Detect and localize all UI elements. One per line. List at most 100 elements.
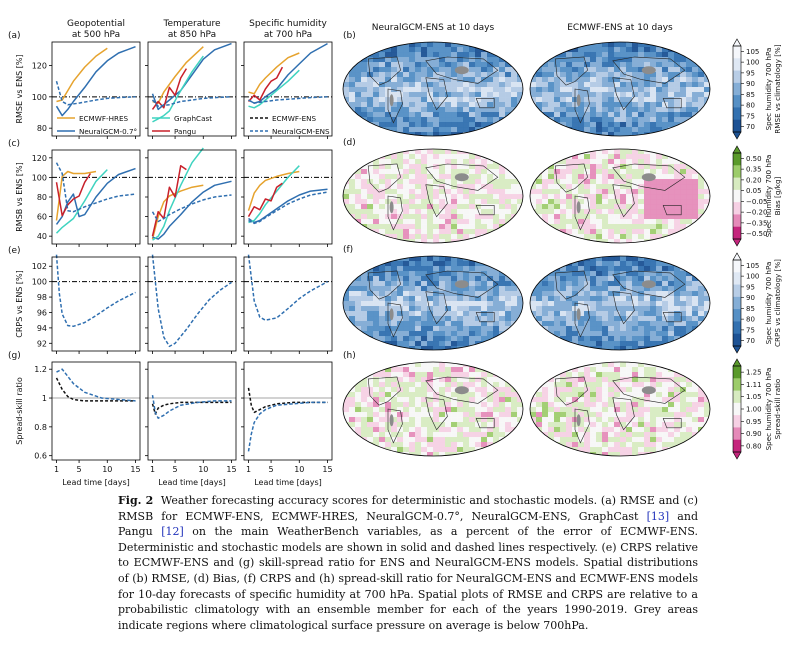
map-cell <box>566 72 573 78</box>
map-cell <box>493 77 500 83</box>
map-cell <box>662 276 669 282</box>
map-cell <box>638 189 645 195</box>
map-cell <box>415 291 422 297</box>
x-tick-label: 15 <box>130 465 140 474</box>
map-cell <box>415 112 422 118</box>
map-cell <box>445 266 452 272</box>
map-cell <box>355 67 362 73</box>
map-cell <box>686 321 693 327</box>
map-cell <box>463 437 470 443</box>
map-cell <box>493 276 500 282</box>
map-cell <box>572 184 579 190</box>
x-tick-label: 1 <box>54 465 59 474</box>
map-cell <box>626 372 633 378</box>
map-cell <box>517 164 523 170</box>
map-cell <box>674 184 681 190</box>
map-cell <box>391 382 398 388</box>
map-cell <box>457 159 464 165</box>
map-cell <box>415 301 422 307</box>
map-cell <box>349 377 356 383</box>
map-cell <box>457 72 464 78</box>
map-cell <box>433 179 440 185</box>
map-cell <box>439 437 446 443</box>
map-cell <box>530 204 537 210</box>
map-cell <box>584 72 591 78</box>
map-cell <box>487 77 494 83</box>
map-cell <box>566 311 573 317</box>
map-cell <box>421 367 428 373</box>
map-cell <box>704 67 710 73</box>
map-cell <box>343 397 350 403</box>
map-cell <box>560 281 567 287</box>
legend-label-ecmwf-hres: ECMWF-HRES <box>79 114 129 123</box>
map-cell <box>632 256 639 262</box>
map-cell <box>536 239 543 243</box>
map-cell <box>602 72 609 78</box>
map-cell <box>373 92 380 98</box>
map-cell <box>469 306 476 312</box>
map-cell <box>499 164 506 170</box>
map-cell <box>590 306 597 312</box>
map-cell <box>578 336 585 342</box>
colorbar-segment <box>733 378 741 392</box>
map-cell <box>415 261 422 267</box>
map-cell <box>674 437 681 443</box>
map-cell <box>451 447 458 453</box>
map-cell <box>367 117 374 123</box>
map-cell <box>536 92 543 98</box>
map-cell <box>487 102 494 108</box>
map-cell <box>650 261 657 267</box>
map-cell <box>638 271 645 277</box>
map-cell <box>481 402 488 408</box>
map-cell <box>451 234 458 240</box>
map-cell <box>572 372 579 378</box>
map-cell <box>578 452 585 456</box>
map-cell <box>668 306 675 312</box>
colorbar-title: Spec humidity 700 hPa <box>764 48 773 131</box>
map-cell <box>698 122 705 128</box>
map-cell <box>584 382 591 388</box>
map-cell <box>560 447 567 453</box>
map-cell <box>439 67 446 73</box>
map-cell <box>674 209 681 215</box>
map-cell <box>584 316 591 322</box>
map-cell <box>620 326 627 332</box>
map-cell <box>650 382 657 388</box>
map-cell <box>493 199 500 205</box>
map-cell <box>439 122 446 128</box>
map-cell <box>614 311 621 317</box>
map-cell <box>614 341 621 347</box>
map-cell <box>668 132 675 136</box>
map-cell <box>674 281 681 287</box>
map-cell <box>427 422 434 428</box>
map-cell <box>692 407 699 413</box>
map-cell <box>457 296 464 302</box>
map-cell <box>548 341 555 347</box>
map-cell <box>463 422 470 428</box>
map-cell <box>349 42 356 48</box>
map-cell <box>349 127 356 133</box>
map-cell <box>475 132 482 136</box>
map-cell <box>650 199 657 205</box>
map-cell <box>391 417 398 423</box>
map-cell <box>674 417 681 423</box>
map-cell <box>487 412 494 418</box>
map-cell <box>632 229 639 235</box>
map-cell <box>409 331 416 337</box>
map-cell <box>614 117 621 123</box>
map-cell <box>475 107 482 113</box>
map-cell <box>397 47 404 53</box>
map-cell <box>596 219 603 225</box>
map-cell <box>704 417 710 423</box>
map-cell <box>674 164 681 170</box>
map-cell <box>662 97 669 103</box>
map-cell <box>638 412 645 418</box>
map-cell <box>584 397 591 403</box>
map-cell <box>487 402 494 408</box>
map-cell <box>463 214 470 220</box>
map-cell <box>644 427 651 433</box>
map-cell <box>650 341 657 347</box>
map-cell <box>451 194 458 200</box>
grey-high-terrain <box>454 280 469 289</box>
map-cell <box>668 204 675 210</box>
